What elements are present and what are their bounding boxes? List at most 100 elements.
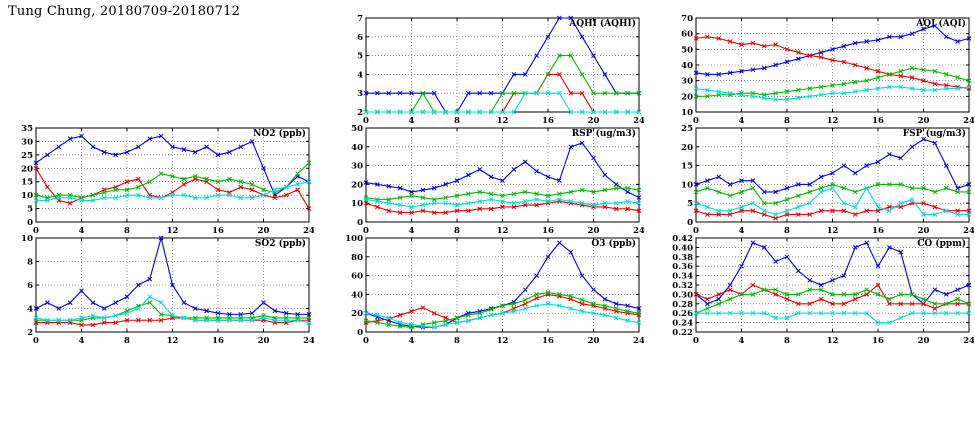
y-tick-label: 60 xyxy=(681,30,693,40)
axis-box xyxy=(365,17,640,113)
chart-canvas-aqhi: 2 3 4 5 6 7 0 4 8 12 16 20 24 AQHI (AQHI) xyxy=(357,14,645,126)
chart-canvas-no2: 0 5 10 15 20 25 30 35 0 4 8 12 16 20 24 NO2 (ppb) xyxy=(21,124,315,236)
axis-box xyxy=(695,237,970,333)
x-tick-label: 20 xyxy=(588,116,600,126)
series-markers-o3-cyan xyxy=(363,301,642,330)
series-markers-aqi-cyan xyxy=(693,84,972,102)
x-tick-label: 24 xyxy=(633,336,644,346)
x-tick-label: 8 xyxy=(784,336,790,346)
x-tick-label: 24 xyxy=(963,226,974,236)
y-tick-label: 0.22 xyxy=(672,328,693,338)
chart-o3: 0 20 40 60 80 100 0 4 8 12 16 20 24 O3 (ppb) xyxy=(332,234,645,348)
series-markers-rsp-blue xyxy=(363,140,642,200)
series-markers-o3-green xyxy=(363,290,642,330)
x-tick-label: 8 xyxy=(454,226,460,236)
series-markers-so2-blue xyxy=(33,235,312,317)
x-tick-label: 4 xyxy=(409,336,415,346)
chart-aqi: 10 20 30 40 50 60 70 0 4 8 12 16 20 24 AQI (AQI) xyxy=(662,14,975,128)
x-tick-label: 8 xyxy=(124,226,130,236)
y-tick-label: 70 xyxy=(681,14,693,24)
y-tick-label: 20 xyxy=(681,92,693,102)
y-tick-label: 15 xyxy=(681,162,693,172)
y-tick-label: 40 xyxy=(351,143,363,153)
x-tick-label: 16 xyxy=(542,336,554,346)
x-tick-label: 16 xyxy=(212,336,224,346)
x-tick-label: 0 xyxy=(693,336,699,346)
y-tick-label: 6 xyxy=(27,281,33,291)
y-tick-label: 5 xyxy=(357,52,363,62)
x-tick-label: 4 xyxy=(79,336,85,346)
series-markers-fsp-red xyxy=(693,200,972,221)
y-tick-label: 20 xyxy=(681,143,693,153)
y-tick-label: 40 xyxy=(351,290,363,300)
chart-canvas-co: 0.220.240.260.280.300.320.340.360.380.40… xyxy=(672,234,975,346)
series-markers-aqhi-cyan xyxy=(363,90,642,115)
chart-canvas-aqi: 10 20 30 40 50 60 70 0 4 8 12 16 20 24 AQI (AQI) xyxy=(681,14,975,126)
x-tick-label: 4 xyxy=(739,336,745,346)
series-line-co-cyan xyxy=(696,312,969,324)
chart-so2: 2 4 6 8 10 0 4 8 12 16 20 24 SO2 (ppb) xyxy=(2,234,315,348)
series-markers-fsp-green xyxy=(693,182,972,206)
x-tick-label: 12 xyxy=(497,226,509,236)
y-tick-label: 10 xyxy=(21,234,33,244)
series-line-aqhi-blue xyxy=(366,17,639,113)
y-tick-label: 5 xyxy=(27,205,33,215)
x-tick-label: 16 xyxy=(542,116,554,126)
x-tick-label: 0 xyxy=(33,226,39,236)
y-tick-label: 0.40 xyxy=(672,243,693,253)
chart-fsp: 0 5 10 15 20 25 0 4 8 12 16 20 24 FSP (ug/m3) xyxy=(662,124,975,238)
x-tick-label: 24 xyxy=(303,336,314,346)
x-tick-label: 20 xyxy=(258,336,270,346)
y-tick-label: 0.24 xyxy=(672,319,693,329)
series-markers-aqi-blue xyxy=(693,23,972,77)
y-tick-label: 40 xyxy=(681,61,693,71)
x-tick-label: 4 xyxy=(409,226,415,236)
chart-co: 0.22 0.24 0.26 0.28 0.30 0.32 0.34 0.36 0.38 0.40… xyxy=(662,234,975,348)
series-markers-no2-cyan xyxy=(33,179,312,203)
chart-no2: 0 5 10 15 20 25 30 35 0 4 8 12 16 20 24 NO2 (ppb) xyxy=(2,124,315,238)
x-tick-label: 4 xyxy=(739,116,745,126)
x-tick-label: 0 xyxy=(363,116,369,126)
x-tick-label: 4 xyxy=(79,226,85,236)
y-tick-label: 15 xyxy=(21,178,33,188)
chart-title-aqi: AQI (AQI) xyxy=(915,18,966,29)
y-tick-label: 30 xyxy=(681,77,693,87)
y-tick-label: 0.38 xyxy=(672,253,693,263)
y-tick-label: 7 xyxy=(357,14,363,24)
axis-box xyxy=(365,127,640,223)
y-tick-label: 50 xyxy=(351,124,363,134)
y-tick-label: 4 xyxy=(27,305,33,315)
axis-box xyxy=(365,237,640,333)
y-tick-label: 4 xyxy=(357,70,363,80)
x-tick-label: 20 xyxy=(588,226,600,236)
series-markers-fsp-blue xyxy=(693,136,972,195)
x-tick-label: 8 xyxy=(454,116,460,126)
chart-title-no2: NO2 (ppb) xyxy=(253,128,306,139)
x-tick-label: 16 xyxy=(872,336,884,346)
x-tick-label: 0 xyxy=(363,226,369,236)
series-markers-so2-cyan xyxy=(33,294,312,325)
y-tick-label: 6 xyxy=(357,33,363,43)
page-title: Tung Chung, 20180709-20180712 xyxy=(8,4,241,19)
series-markers-aqi-red xyxy=(693,34,972,91)
x-tick-label: 0 xyxy=(693,226,699,236)
chart-aqhi: 2 3 4 5 6 7 0 4 8 12 16 20 24 AQHI (AQHI) xyxy=(332,14,645,128)
x-tick-label: 12 xyxy=(827,226,839,236)
y-tick-label: 3 xyxy=(357,89,363,99)
series-line-so2-cyan xyxy=(35,296,310,324)
y-tick-label: 2 xyxy=(357,108,363,118)
x-tick-label: 12 xyxy=(497,116,509,126)
y-tick-label: 25 xyxy=(21,151,33,161)
x-tick-label: 4 xyxy=(739,226,745,236)
y-tick-label: 0 xyxy=(687,218,693,228)
y-tick-label: 2 xyxy=(27,328,33,338)
y-tick-label: 5 xyxy=(687,199,693,209)
x-tick-label: 12 xyxy=(167,336,179,346)
y-tick-label: 50 xyxy=(681,45,693,55)
y-tick-label: 30 xyxy=(351,162,363,172)
y-tick-label: 20 xyxy=(351,180,363,190)
series-line-so2-blue xyxy=(35,235,309,315)
y-tick-label: 20 xyxy=(21,164,33,174)
x-tick-label: 20 xyxy=(918,116,930,126)
